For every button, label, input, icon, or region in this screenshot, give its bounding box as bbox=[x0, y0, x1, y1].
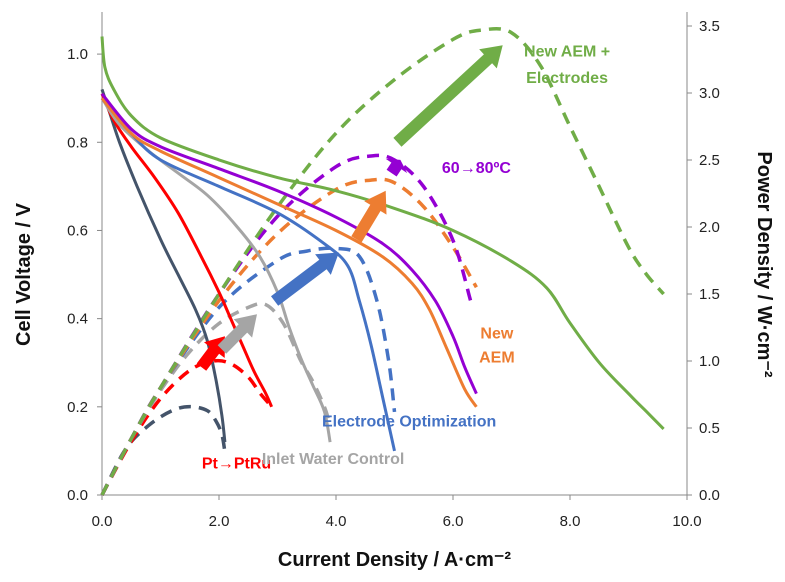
y-left-tick-label: 0.6 bbox=[67, 222, 88, 239]
polarization-line bbox=[100, 97, 332, 443]
polarization-line bbox=[100, 97, 396, 452]
annotation-label: Inlet Water Control bbox=[262, 451, 405, 468]
y-right-tick-label: 1.0 bbox=[699, 353, 720, 370]
polarization-line bbox=[100, 92, 478, 395]
y-left-tick-label: 0.0 bbox=[67, 487, 88, 504]
polarization-line bbox=[100, 36, 665, 430]
y-right-tick-label: 2.0 bbox=[699, 219, 720, 236]
y-right-axis-title: Power Density / W·cm⁻² bbox=[753, 151, 775, 377]
annotation-label: Electrodes bbox=[526, 70, 608, 87]
trend-arrow bbox=[385, 158, 408, 177]
axes: 0.0 2.0 4.0 6.0 8.0 10.0 0.0 0.2 0.4 0.6 0.8 1.0 0.0… bbox=[13, 12, 775, 571]
y-right-tick-label: 2.5 bbox=[699, 152, 720, 169]
x-tick-label: 6.0 bbox=[443, 513, 464, 530]
polarization-line bbox=[100, 88, 227, 443]
annotation-label: New bbox=[480, 325, 513, 342]
annotation-label: 60→80ºC bbox=[442, 160, 511, 177]
x-tick-label: 2.0 bbox=[209, 513, 230, 530]
x-tick-label: 8.0 bbox=[560, 513, 581, 530]
y-left-tick-label: 1.0 bbox=[67, 46, 88, 63]
x-tick-label: 0.0 bbox=[92, 513, 113, 530]
trend-arrow bbox=[271, 252, 339, 306]
trend-arrow bbox=[196, 336, 225, 371]
annotation-label: New AEM + bbox=[524, 43, 610, 60]
y-right-tick-label: 1.5 bbox=[699, 286, 720, 303]
y-right-tick-label: 3.5 bbox=[699, 18, 720, 35]
trend-arrow bbox=[217, 314, 257, 354]
power-density-line bbox=[100, 26, 665, 496]
y-left-axis-title: Cell Voltage / V bbox=[13, 202, 35, 346]
annotation-label: Pt→PtRu bbox=[202, 456, 271, 473]
y-right-tick-label: 3.0 bbox=[699, 85, 720, 102]
arrow-layer bbox=[196, 45, 503, 371]
annotation-label: AEM bbox=[479, 350, 515, 367]
y-right-tick-label: 0.0 bbox=[699, 487, 720, 504]
x-tick-label: 4.0 bbox=[326, 513, 347, 530]
power-density-line bbox=[100, 404, 227, 496]
y-left-tick-label: 0.4 bbox=[67, 311, 88, 328]
y-left-tick-label: 0.2 bbox=[67, 399, 88, 416]
x-tick-label: 10.0 bbox=[672, 513, 701, 530]
trend-arrow bbox=[351, 190, 387, 243]
polarization-line bbox=[100, 97, 478, 408]
trend-arrow bbox=[393, 45, 503, 147]
y-right-tick-label: 0.5 bbox=[699, 420, 720, 437]
power-density-line bbox=[100, 358, 273, 496]
y-left-tick-label: 0.8 bbox=[67, 134, 88, 151]
x-axis-title: Current Density / A·cm⁻² bbox=[278, 549, 512, 571]
annotation-label: Electrode Optimization bbox=[322, 414, 496, 431]
polarization-line bbox=[100, 93, 273, 408]
